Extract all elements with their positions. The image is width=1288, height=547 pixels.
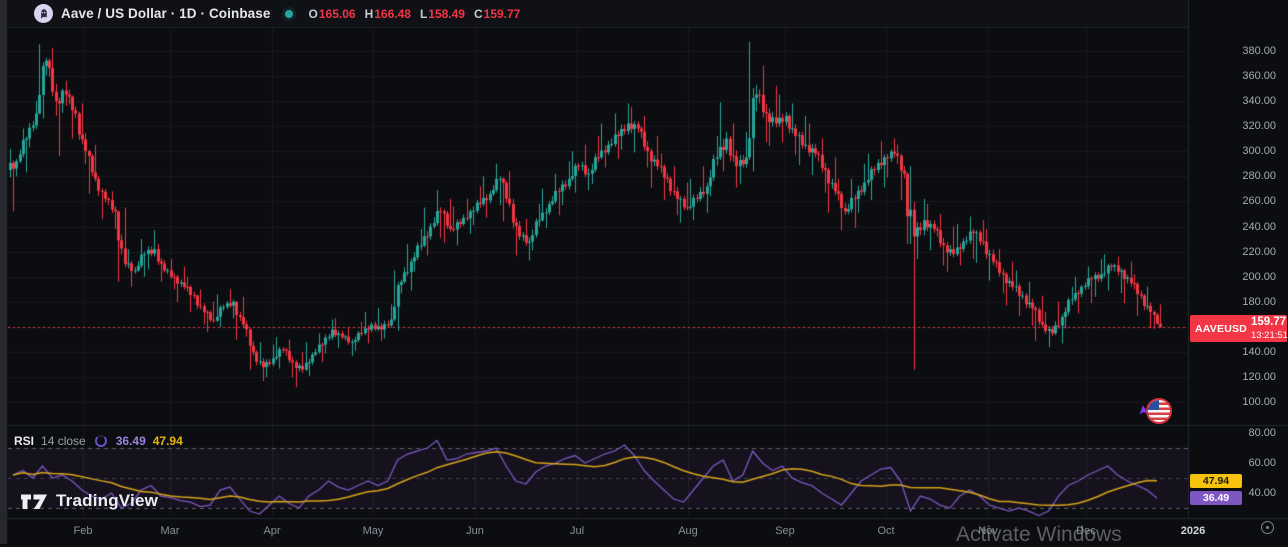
us-flag-sticker-icon[interactable] bbox=[1146, 398, 1172, 424]
time-axis-label: Jul bbox=[569, 525, 585, 537]
high-label: H bbox=[364, 6, 374, 21]
time-axis-label: May bbox=[362, 525, 384, 537]
price-tick-label: 360.00 bbox=[1242, 69, 1276, 82]
price-tick-label: 300.00 bbox=[1242, 145, 1276, 158]
rsi-value: 36.49 bbox=[115, 434, 146, 448]
symbol-title[interactable]: Aave / US Dollar · 1D · Coinbase bbox=[61, 6, 271, 21]
time-axis-label: Apr bbox=[263, 525, 281, 537]
price-tick-label: 280.00 bbox=[1242, 170, 1276, 183]
time-axis[interactable]: Feb Mar Apr May Jun Jul Aug Sep Oct Nov Dec 2026 bbox=[0, 518, 1288, 545]
price-tag-symbol: AAVEUSD bbox=[1195, 322, 1247, 335]
rsi-tick-label: 60.00 bbox=[1248, 457, 1276, 470]
price-tick-label: 240.00 bbox=[1242, 220, 1276, 233]
activate-windows-watermark: Activate Windows bbox=[956, 523, 1122, 546]
price-tick-label: 260.00 bbox=[1242, 195, 1276, 208]
high-value: 166.48 bbox=[374, 6, 411, 21]
chart-legend-header: Aave / US Dollar · 1D · Coinbase O 165.06… bbox=[8, 0, 1188, 28]
low-label: L bbox=[419, 6, 428, 21]
time-axis-label: Aug bbox=[678, 525, 698, 537]
rsi-ma-value: 47.94 bbox=[152, 434, 183, 448]
clock-axis-icon[interactable] bbox=[1261, 521, 1274, 534]
time-axis-label: Dec bbox=[1076, 525, 1096, 537]
time-axis-label: Nov bbox=[978, 525, 998, 537]
left-edge-strip bbox=[0, 0, 8, 544]
rsi-tick-label: 80.00 bbox=[1248, 427, 1276, 439]
price-axis[interactable]: 380.00 360.00 340.00 320.00 300.00 280.00 260.… bbox=[1189, 0, 1288, 518]
close-value: 159.77 bbox=[483, 6, 521, 21]
price-tick-label: 320.00 bbox=[1242, 119, 1276, 132]
time-axis-label: Mar bbox=[160, 525, 180, 537]
price-tick-label: 340.00 bbox=[1242, 94, 1276, 107]
tradingview-logo-icon bbox=[21, 494, 47, 509]
rsi-params: 14 close bbox=[41, 434, 86, 448]
close-label: C bbox=[473, 6, 483, 21]
rsi-indicator-name[interactable]: RSI bbox=[14, 434, 35, 448]
price-tick-label: 220.00 bbox=[1242, 245, 1276, 258]
price-tick-label: 380.00 bbox=[1242, 44, 1276, 57]
price-tick-label: 200.00 bbox=[1242, 270, 1276, 283]
last-price-tag[interactable]: AAVEUSD 159.77 13:21:51 bbox=[1190, 315, 1288, 342]
price-tick-label: 120.00 bbox=[1242, 371, 1276, 384]
price-tag-countdown: 13:21:51 bbox=[1250, 329, 1288, 341]
aave-logo-icon bbox=[34, 4, 53, 23]
time-axis-label: Oct bbox=[877, 525, 895, 537]
rsi-legend: RSI 14 close 36.49 47.94 bbox=[14, 434, 183, 448]
rsi-loading-icon bbox=[94, 435, 107, 447]
open-value: 165.06 bbox=[318, 6, 356, 21]
time-axis-label: Jun bbox=[466, 525, 484, 537]
time-axis-label: Sep bbox=[775, 525, 795, 537]
low-value: 158.49 bbox=[428, 6, 465, 21]
rsi-tick-label: 40.00 bbox=[1248, 487, 1276, 500]
ohlc-values: O 165.06 H 166.48 L 158.49 C 159.77 bbox=[309, 7, 521, 21]
market-status-icon[interactable] bbox=[284, 9, 293, 18]
rsi-line-badge: 36.49 bbox=[1190, 491, 1242, 505]
price-tick-label: 140.00 bbox=[1242, 346, 1276, 359]
time-axis-label: 2026 bbox=[1180, 525, 1206, 537]
time-axis-label: Feb bbox=[73, 525, 93, 537]
tradingview-logo[interactable]: TradingView bbox=[20, 491, 158, 511]
price-tick-label: 100.00 bbox=[1242, 396, 1276, 409]
price-tick-label: 180.00 bbox=[1242, 295, 1276, 308]
rsi-ma-badge: 47.94 bbox=[1190, 474, 1242, 488]
price-tag-price: 159.77 bbox=[1250, 316, 1287, 328]
open-label: O bbox=[308, 6, 318, 21]
tradingview-wordmark: TradingView bbox=[56, 491, 159, 510]
